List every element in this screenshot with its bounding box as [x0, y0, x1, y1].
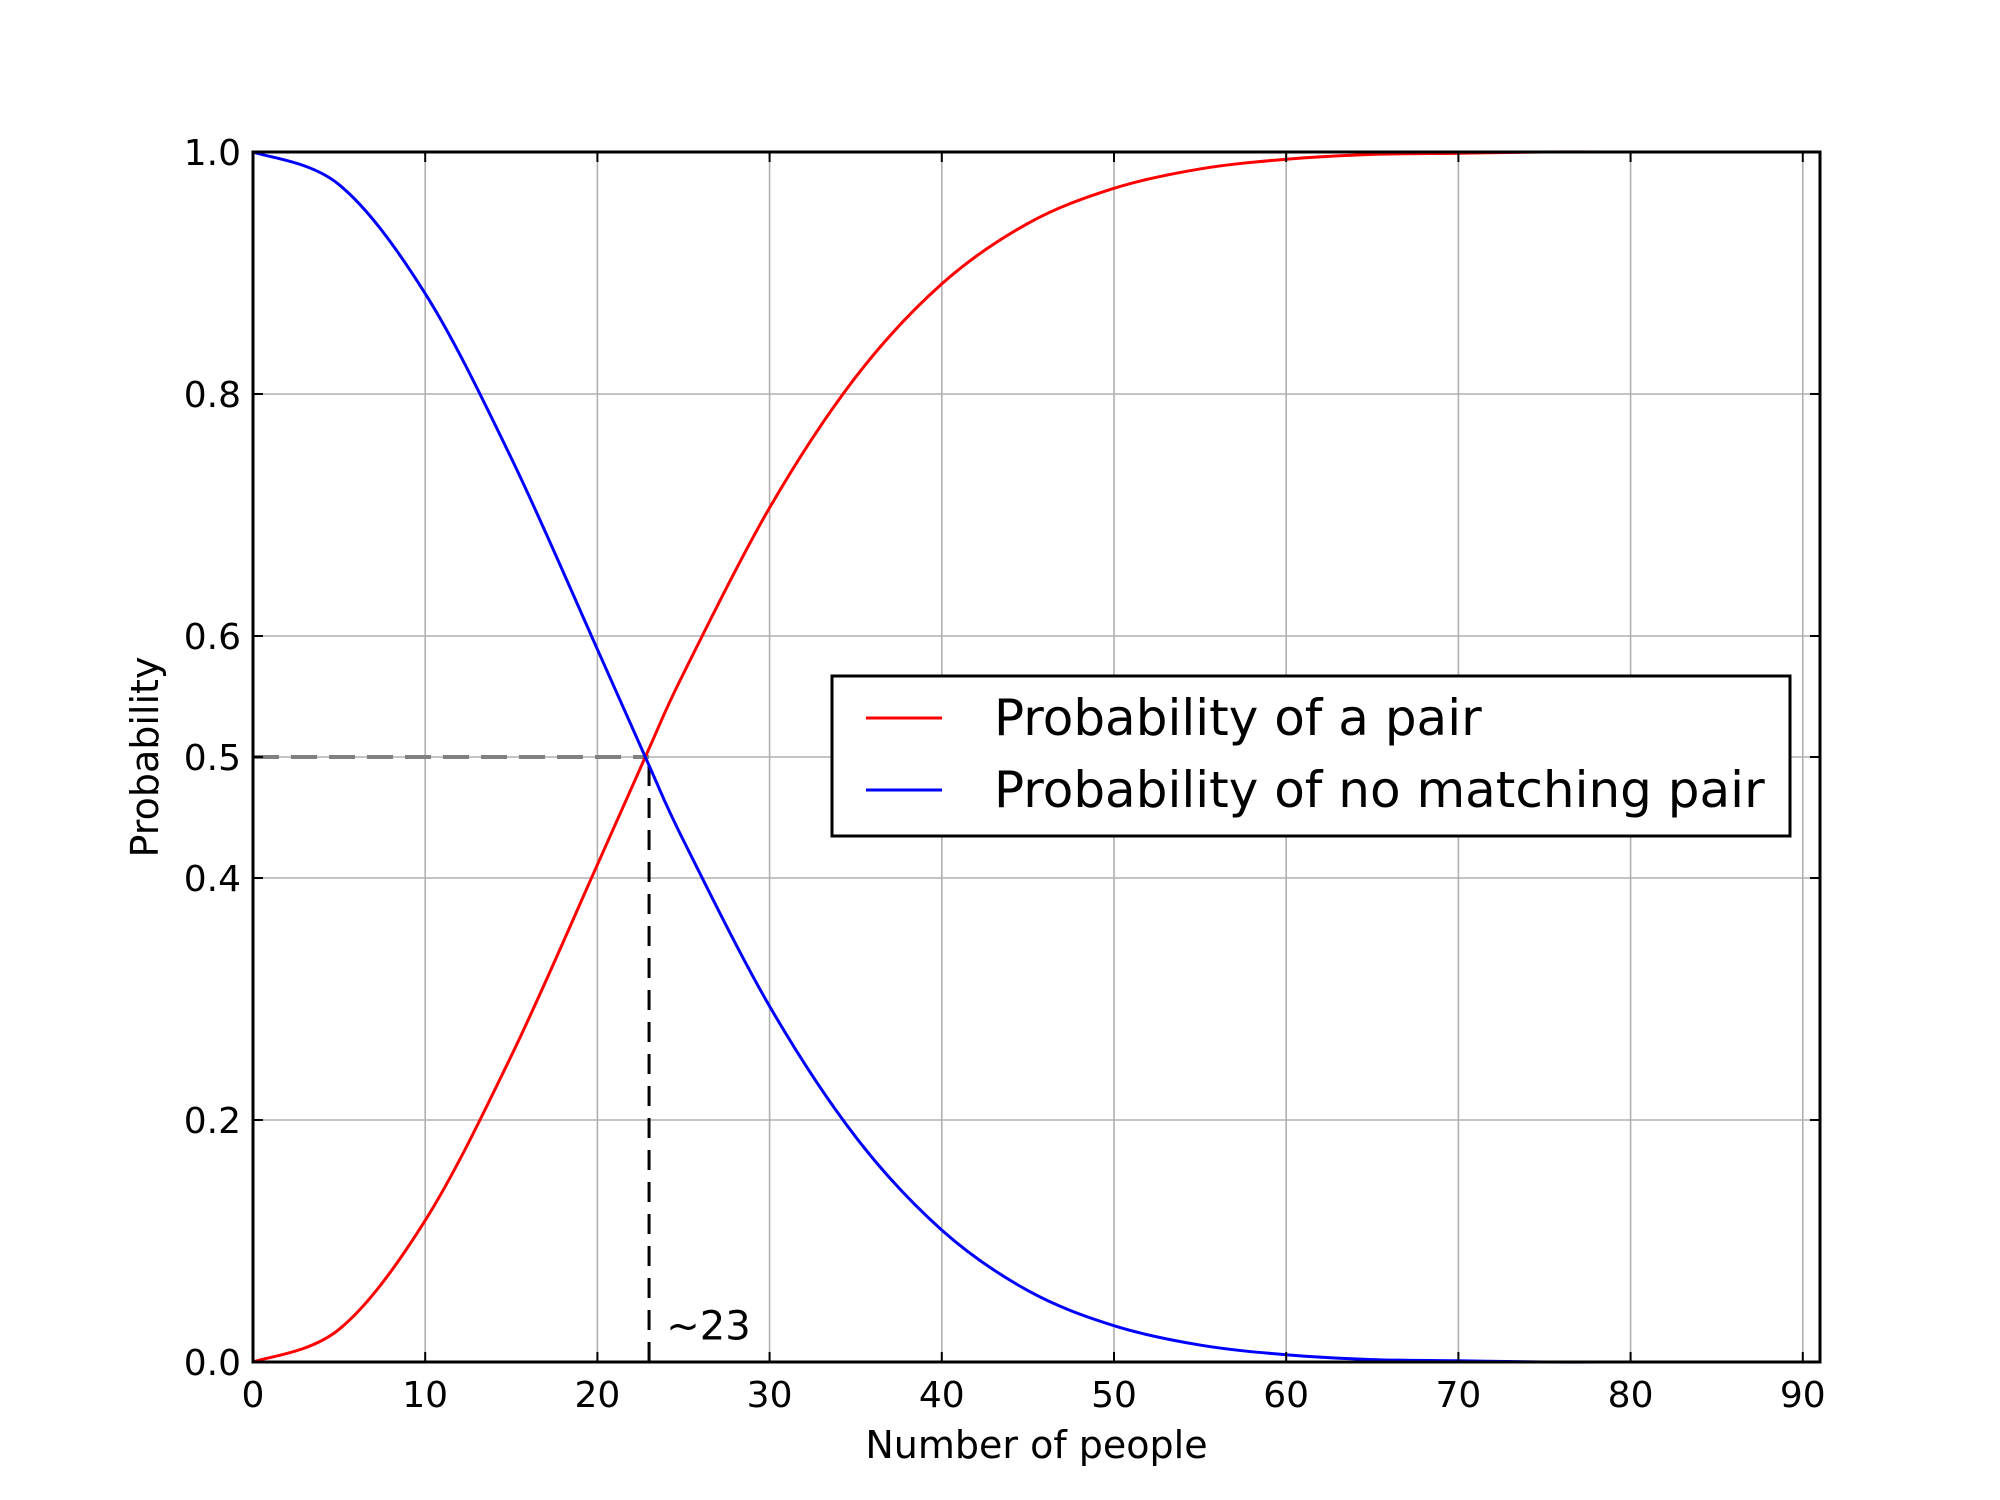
legend-label-pair: Probability of a pair	[994, 689, 1482, 747]
legend: Probability of a pair Probability of no …	[830, 674, 1792, 838]
x-tick-label: 10	[402, 1375, 448, 1416]
legend-box	[830, 674, 1792, 838]
reference-lines	[253, 755, 651, 1362]
x-tick-label: 30	[747, 1375, 793, 1416]
x-tick-label: 90	[1780, 1375, 1826, 1416]
legend-label-no-pair: Probability of no matching pair	[994, 761, 1765, 819]
axis-ticks	[252, 151, 1820, 1363]
y-tick-label: 0.5	[184, 738, 241, 779]
annotation-23: ~23	[666, 1304, 750, 1350]
x-tick-label: 20	[574, 1375, 620, 1416]
x-tick-label: 0	[242, 1375, 265, 1416]
x-tick-label: 80	[1608, 1375, 1654, 1416]
grid	[253, 152, 1820, 1362]
x-axis-title: Number of people	[865, 1423, 1207, 1467]
y-tick-label: 0.0	[184, 1343, 241, 1384]
x-tick-label: 70	[1435, 1375, 1481, 1416]
y-tick-label: 0.4	[184, 859, 241, 900]
x-tick-label: 60	[1263, 1375, 1309, 1416]
y-axis-title: Probability	[123, 657, 167, 858]
x-tick-label: 40	[919, 1375, 965, 1416]
tick-labels: 0 10 20 30 40 50 60 70 80 90 0.0 0.2 0.4 0.5 0.6 0.8 1.0	[184, 133, 1826, 1416]
plot-frame	[251, 150, 1822, 1364]
y-tick-label: 1.0	[184, 133, 241, 174]
x-tick-label: 50	[1091, 1375, 1137, 1416]
y-tick-label: 0.6	[184, 617, 241, 658]
y-tick-label: 0.8	[184, 375, 241, 416]
y-tick-label: 0.2	[184, 1101, 241, 1142]
